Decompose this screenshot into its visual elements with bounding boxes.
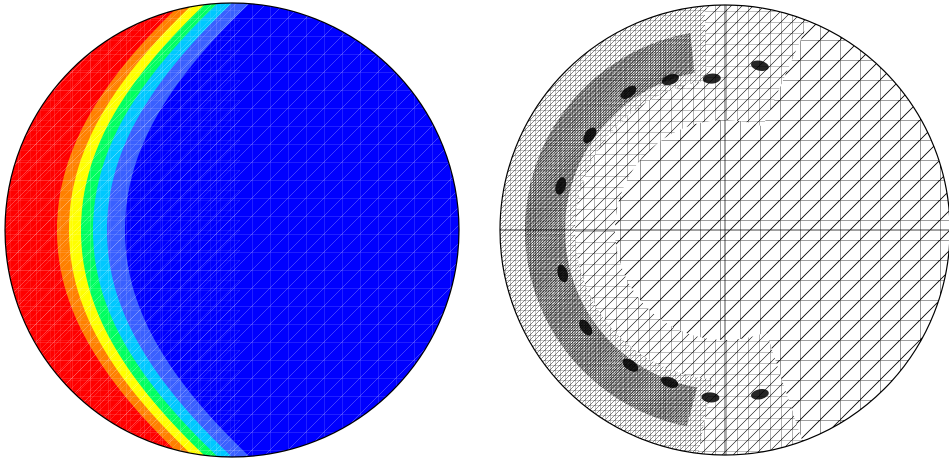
- solution-field-panel: [4, 2, 460, 458]
- adapted-mesh-panel: [499, 4, 949, 456]
- dense-cluster: [620, 85, 637, 99]
- mesh-ultra-dense-front: [525, 33, 698, 427]
- dense-cluster: [583, 127, 597, 144]
- dense-cluster: [622, 358, 639, 372]
- mesh-dense-clusters: [555, 60, 769, 403]
- field-domain-outline: [4, 2, 460, 458]
- mesh-spokes: [500, 5, 949, 455]
- mesh-domain-outline: [499, 4, 949, 456]
- dense-cluster: [751, 389, 769, 400]
- dense-cluster: [661, 73, 679, 86]
- dense-cluster: [555, 177, 567, 195]
- dense-cluster: [702, 73, 721, 84]
- dense-cluster: [751, 60, 769, 71]
- dense-cluster: [557, 264, 569, 283]
- dense-cluster: [579, 319, 593, 336]
- mesh-fine-lines: [500, 5, 712, 455]
- dense-cluster: [660, 376, 679, 388]
- field-mesh-overlay-fine: [5, 3, 240, 457]
- dense-cluster: [701, 392, 720, 403]
